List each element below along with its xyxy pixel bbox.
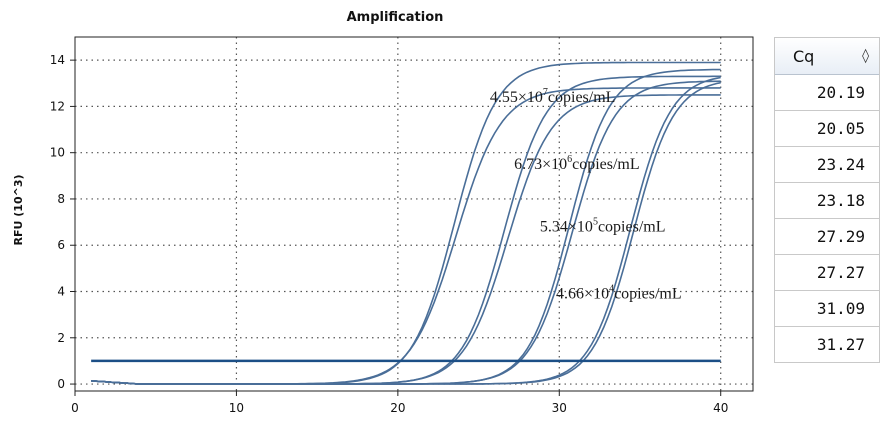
sort-icon[interactable]: ◊ — [862, 48, 869, 64]
x-tick-label: 40 — [713, 401, 728, 415]
y-tick-label: 8 — [57, 192, 65, 206]
concentration-label: 4.55×107copies/mL — [490, 87, 616, 106]
cq-value[interactable]: 31.27 — [775, 327, 879, 363]
chart-title: Amplification — [347, 10, 444, 25]
cq-value[interactable]: 23.24 — [775, 147, 879, 183]
plot-frame — [74, 36, 754, 392]
cq-value[interactable]: 27.29 — [775, 219, 879, 255]
x-tick-label: 0 — [71, 401, 79, 415]
amplification-curves — [91, 61, 721, 385]
cq-column-header[interactable]: Cq ◊ — [775, 37, 879, 75]
cq-rows: 20.19 20.05 23.24 23.18 27.29 27.27 31.09 31.27 — [775, 75, 879, 363]
plot-border — [74, 36, 754, 392]
amplification-curve — [91, 81, 721, 385]
x-tick-label: 30 — [552, 401, 567, 415]
cq-header-label: Cq — [793, 46, 815, 66]
concentration-annotations: 4.55×107copies/mL 6.73×106copies/mL 5.34×1… — [490, 87, 682, 303]
cq-table: Cq ◊ 20.19 20.05 23.24 23.18 27.29 27.27 31.09… — [774, 37, 880, 363]
y-tick-label: 4 — [57, 285, 65, 299]
cq-value[interactable]: 31.09 — [775, 291, 879, 327]
amplification-chart: Amplification RFU (10^3) 0 10 20 30 40 0 2 4 6 8… — [12, 10, 754, 415]
concentration-label: 4.66×104copies/mL — [556, 283, 682, 302]
x-tick-label: 20 — [390, 401, 405, 415]
y-tick-label: 0 — [57, 377, 65, 391]
y-tick-label: 6 — [57, 238, 65, 252]
y-tick-label: 12 — [50, 99, 65, 113]
amplification-curve — [91, 94, 721, 385]
x-tick-label: 10 — [229, 401, 244, 415]
x-axis-ticks: 0 10 20 30 40 — [71, 391, 728, 415]
cq-value[interactable]: 23.18 — [775, 183, 879, 219]
concentration-label: 5.34×105copies/mL — [540, 216, 666, 235]
cq-value[interactable]: 27.27 — [775, 255, 879, 291]
y-tick-label: 10 — [50, 146, 65, 160]
amplification-curve — [91, 87, 721, 385]
y-axis-ticks: 0 2 4 6 8 10 12 14 — [50, 53, 75, 391]
y-tick-label: 2 — [57, 331, 65, 345]
cq-value[interactable]: 20.19 — [775, 75, 879, 111]
y-axis-label: RFU (10^3) — [12, 175, 25, 246]
concentration-label: 6.73×106copies/mL — [514, 154, 640, 173]
cq-value[interactable]: 20.05 — [775, 111, 879, 147]
grid-lines — [75, 37, 753, 391]
y-tick-label: 14 — [50, 53, 65, 67]
